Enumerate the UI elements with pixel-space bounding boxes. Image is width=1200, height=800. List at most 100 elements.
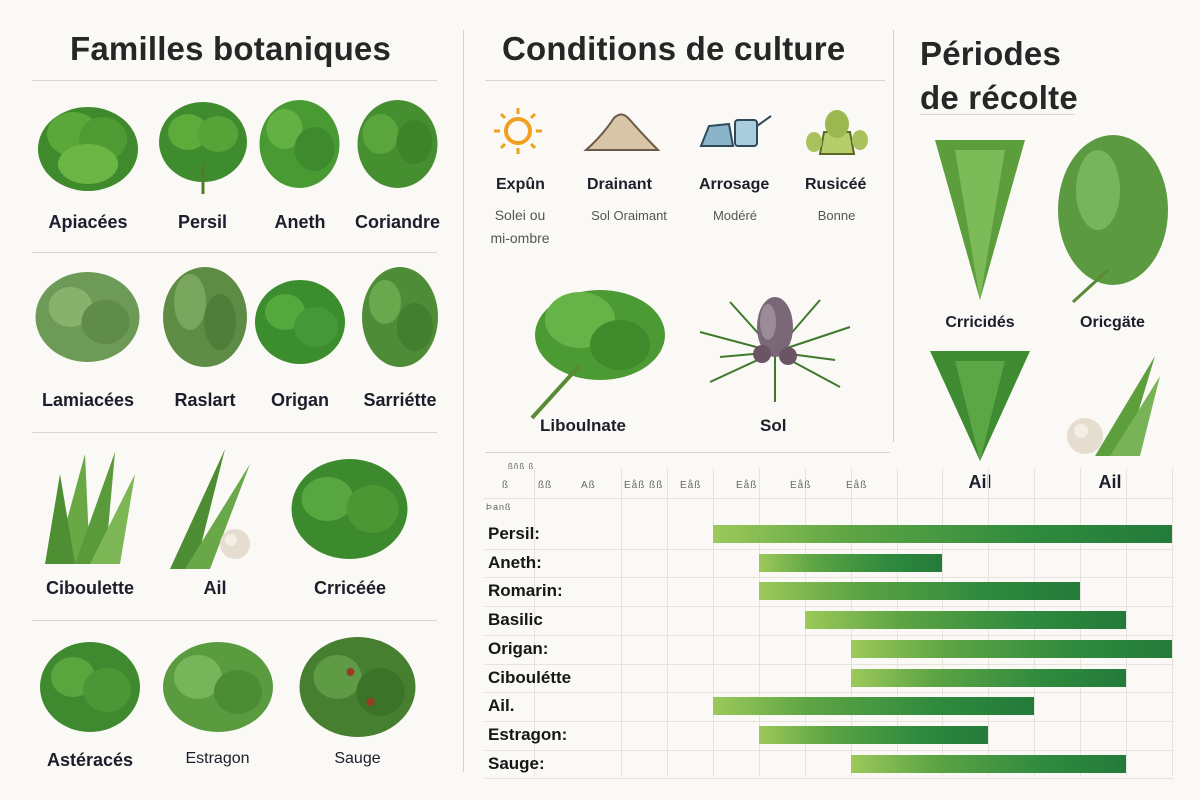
gantt-top-left: ßñß ß bbox=[508, 462, 535, 471]
gantt-row-line bbox=[484, 663, 1174, 665]
gantt-row-line bbox=[484, 778, 1174, 780]
family-label: Ciboulette bbox=[46, 578, 134, 598]
gantt-month-header: ßß bbox=[538, 480, 553, 491]
garlic-leaves-icon bbox=[930, 351, 1030, 461]
plant-label: Estragon bbox=[185, 750, 250, 767]
rosemary-icon bbox=[163, 267, 247, 367]
harvest-plant-label: Ail bbox=[968, 472, 992, 492]
gantt-row-line bbox=[484, 577, 1174, 579]
conditions-section: Conditions de culture Expûn Drainant Arr… bbox=[470, 0, 895, 800]
plant-card-estragon: Estragon bbox=[155, 632, 280, 777]
plant-card-cruciferes: Crricéée bbox=[280, 444, 420, 604]
plant-card-aneth: Aneth bbox=[250, 94, 350, 239]
gantt-row-label: Origan: bbox=[488, 638, 549, 658]
plant-label: Sauge bbox=[334, 750, 381, 767]
lamiacees-icon bbox=[35, 272, 140, 362]
harvest-plant-card: Crricidés bbox=[920, 130, 1040, 340]
plant-card-apiacees: Apiacées bbox=[28, 94, 148, 239]
gantt-month-header: Eåß ßß bbox=[624, 480, 664, 491]
families-row-divider bbox=[32, 620, 437, 621]
gantt-month-header: Eåß bbox=[846, 480, 868, 491]
gantt-row-line bbox=[484, 548, 1174, 550]
conditions-title-rule bbox=[485, 80, 885, 81]
gantt-grid-line bbox=[534, 468, 535, 776]
gantt-row-line bbox=[484, 692, 1174, 694]
gantt-month-header: Eåß bbox=[790, 480, 812, 491]
families-row-divider bbox=[32, 252, 437, 253]
plant-card-raslart: Raslart bbox=[150, 262, 260, 412]
harvest-title-rule bbox=[920, 114, 1075, 115]
plant-card-origan: Origan bbox=[250, 262, 350, 412]
family-label: Astéracés bbox=[46, 750, 134, 770]
family-label: Lamiacées bbox=[41, 390, 135, 410]
plant-label: Aneth bbox=[274, 212, 326, 232]
condition-desc-rusticite: Bonne bbox=[817, 208, 856, 223]
plant-label: Crricéée bbox=[313, 578, 387, 598]
harvest-plant-card: Oricgäte bbox=[1050, 130, 1175, 340]
plant-card-asteraces: Astéracés bbox=[30, 632, 150, 777]
families-section: Familles botaniques Apiacées Persil Anet… bbox=[0, 0, 462, 800]
condition-desc-arrosage: Modéré bbox=[712, 208, 758, 223]
coriander-icon bbox=[357, 100, 437, 188]
gantt-row-line bbox=[484, 720, 1174, 722]
harvest-plant-label: Ail bbox=[1098, 472, 1122, 492]
column-divider-right bbox=[893, 30, 894, 442]
savory-icon bbox=[362, 267, 438, 367]
gantt-bar bbox=[758, 553, 943, 572]
plant-card-sauge: Sauge bbox=[290, 632, 425, 777]
sun-icon bbox=[494, 108, 542, 154]
gantt-bar bbox=[758, 725, 989, 744]
gantt-row-label: Basilic bbox=[488, 610, 543, 630]
plant-card-ail: Ail bbox=[150, 444, 280, 604]
illustration-label-sol: Sol bbox=[760, 416, 787, 435]
gantt-row-label: Romarin: bbox=[488, 581, 563, 601]
gantt-month-header: ß bbox=[502, 480, 510, 491]
gantt-row-label: Ciboulétte bbox=[488, 667, 572, 687]
plant-card-sarriette: Sarriétte bbox=[350, 262, 450, 412]
gantt-row-label: Sauge: bbox=[488, 753, 545, 773]
gantt-row-label: Aneth: bbox=[488, 552, 542, 572]
plant-label: Persil bbox=[177, 212, 228, 232]
garlic-bulb-icon bbox=[1067, 356, 1160, 456]
gantt-row-label: Estragon: bbox=[488, 724, 568, 744]
column-divider-left bbox=[463, 30, 464, 772]
crucifer-icon bbox=[291, 459, 408, 559]
condition-desc-drainant: Sol Oraimant bbox=[591, 208, 667, 223]
plant-card-persil: Persil bbox=[145, 94, 260, 239]
gantt-bar bbox=[804, 611, 1127, 630]
plant-card-lamiacees: Lamiacées bbox=[28, 262, 148, 412]
harvest-title: Périodes de récolte bbox=[920, 35, 1078, 116]
plant-card-coriandre: Coriandre bbox=[345, 94, 450, 239]
condition-desc-exposition: Solei ou mi-ombre bbox=[490, 207, 550, 246]
harvest-section: Périodes de récolte Crricidés Oricgäte A… bbox=[900, 0, 1200, 800]
herb-bundle-icon bbox=[530, 290, 665, 420]
chives-bundle-icon bbox=[935, 140, 1025, 300]
gantt-grid-line bbox=[758, 468, 760, 776]
plant-card-ciboulette: Ciboulette bbox=[30, 444, 150, 604]
gantt-row-label: Persil: bbox=[488, 524, 540, 543]
dill-icon bbox=[259, 100, 340, 188]
gantt-row-line bbox=[484, 749, 1174, 751]
condition-label-exposition: Expûn bbox=[496, 176, 545, 193]
soil-pile-icon bbox=[583, 113, 661, 151]
families-title: Familles botaniques bbox=[70, 30, 392, 67]
gantt-row-line bbox=[484, 606, 1174, 608]
oregano-icon bbox=[255, 280, 345, 364]
harvest-plant-card: Ail bbox=[1050, 346, 1170, 496]
gantt-bar bbox=[850, 668, 1127, 687]
family-label: Apiacées bbox=[48, 212, 128, 232]
gantt-bar bbox=[850, 639, 1172, 658]
harvest-gantt-chart: ßñß ß Þanß ß ßß Aß Eåß ßß Eåß Eåß Eåß Eåß Persil… bbox=[484, 458, 1174, 780]
condition-label-arrosage: Arrosage bbox=[699, 176, 770, 193]
bulb-plant-icon bbox=[699, 297, 851, 402]
gantt-month-header: Eåß bbox=[680, 480, 702, 491]
tarragon-icon bbox=[162, 642, 273, 732]
plant-label: Origan bbox=[270, 390, 329, 410]
gantt-bar bbox=[712, 525, 1172, 543]
garlic-icon bbox=[170, 449, 250, 569]
gantt-bar bbox=[758, 582, 1081, 601]
plant-label: Raslart bbox=[174, 390, 236, 410]
gantt-grid-line bbox=[1172, 468, 1173, 776]
plant-pot-icon bbox=[806, 110, 868, 155]
harvest-plant-card: Ail bbox=[920, 346, 1040, 496]
